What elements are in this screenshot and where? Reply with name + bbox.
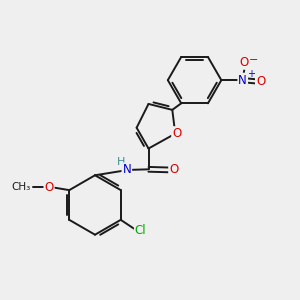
Text: Cl: Cl bbox=[135, 224, 146, 237]
Text: O: O bbox=[44, 181, 54, 194]
Text: −: − bbox=[249, 55, 258, 65]
Text: CH₃: CH₃ bbox=[11, 182, 31, 192]
Text: O: O bbox=[239, 56, 248, 69]
Text: O: O bbox=[256, 75, 265, 88]
Text: N: N bbox=[238, 74, 247, 87]
Text: O: O bbox=[172, 127, 182, 140]
Text: O: O bbox=[169, 164, 178, 176]
Text: +: + bbox=[247, 69, 255, 79]
Text: N: N bbox=[122, 164, 131, 176]
Text: H: H bbox=[117, 157, 125, 166]
